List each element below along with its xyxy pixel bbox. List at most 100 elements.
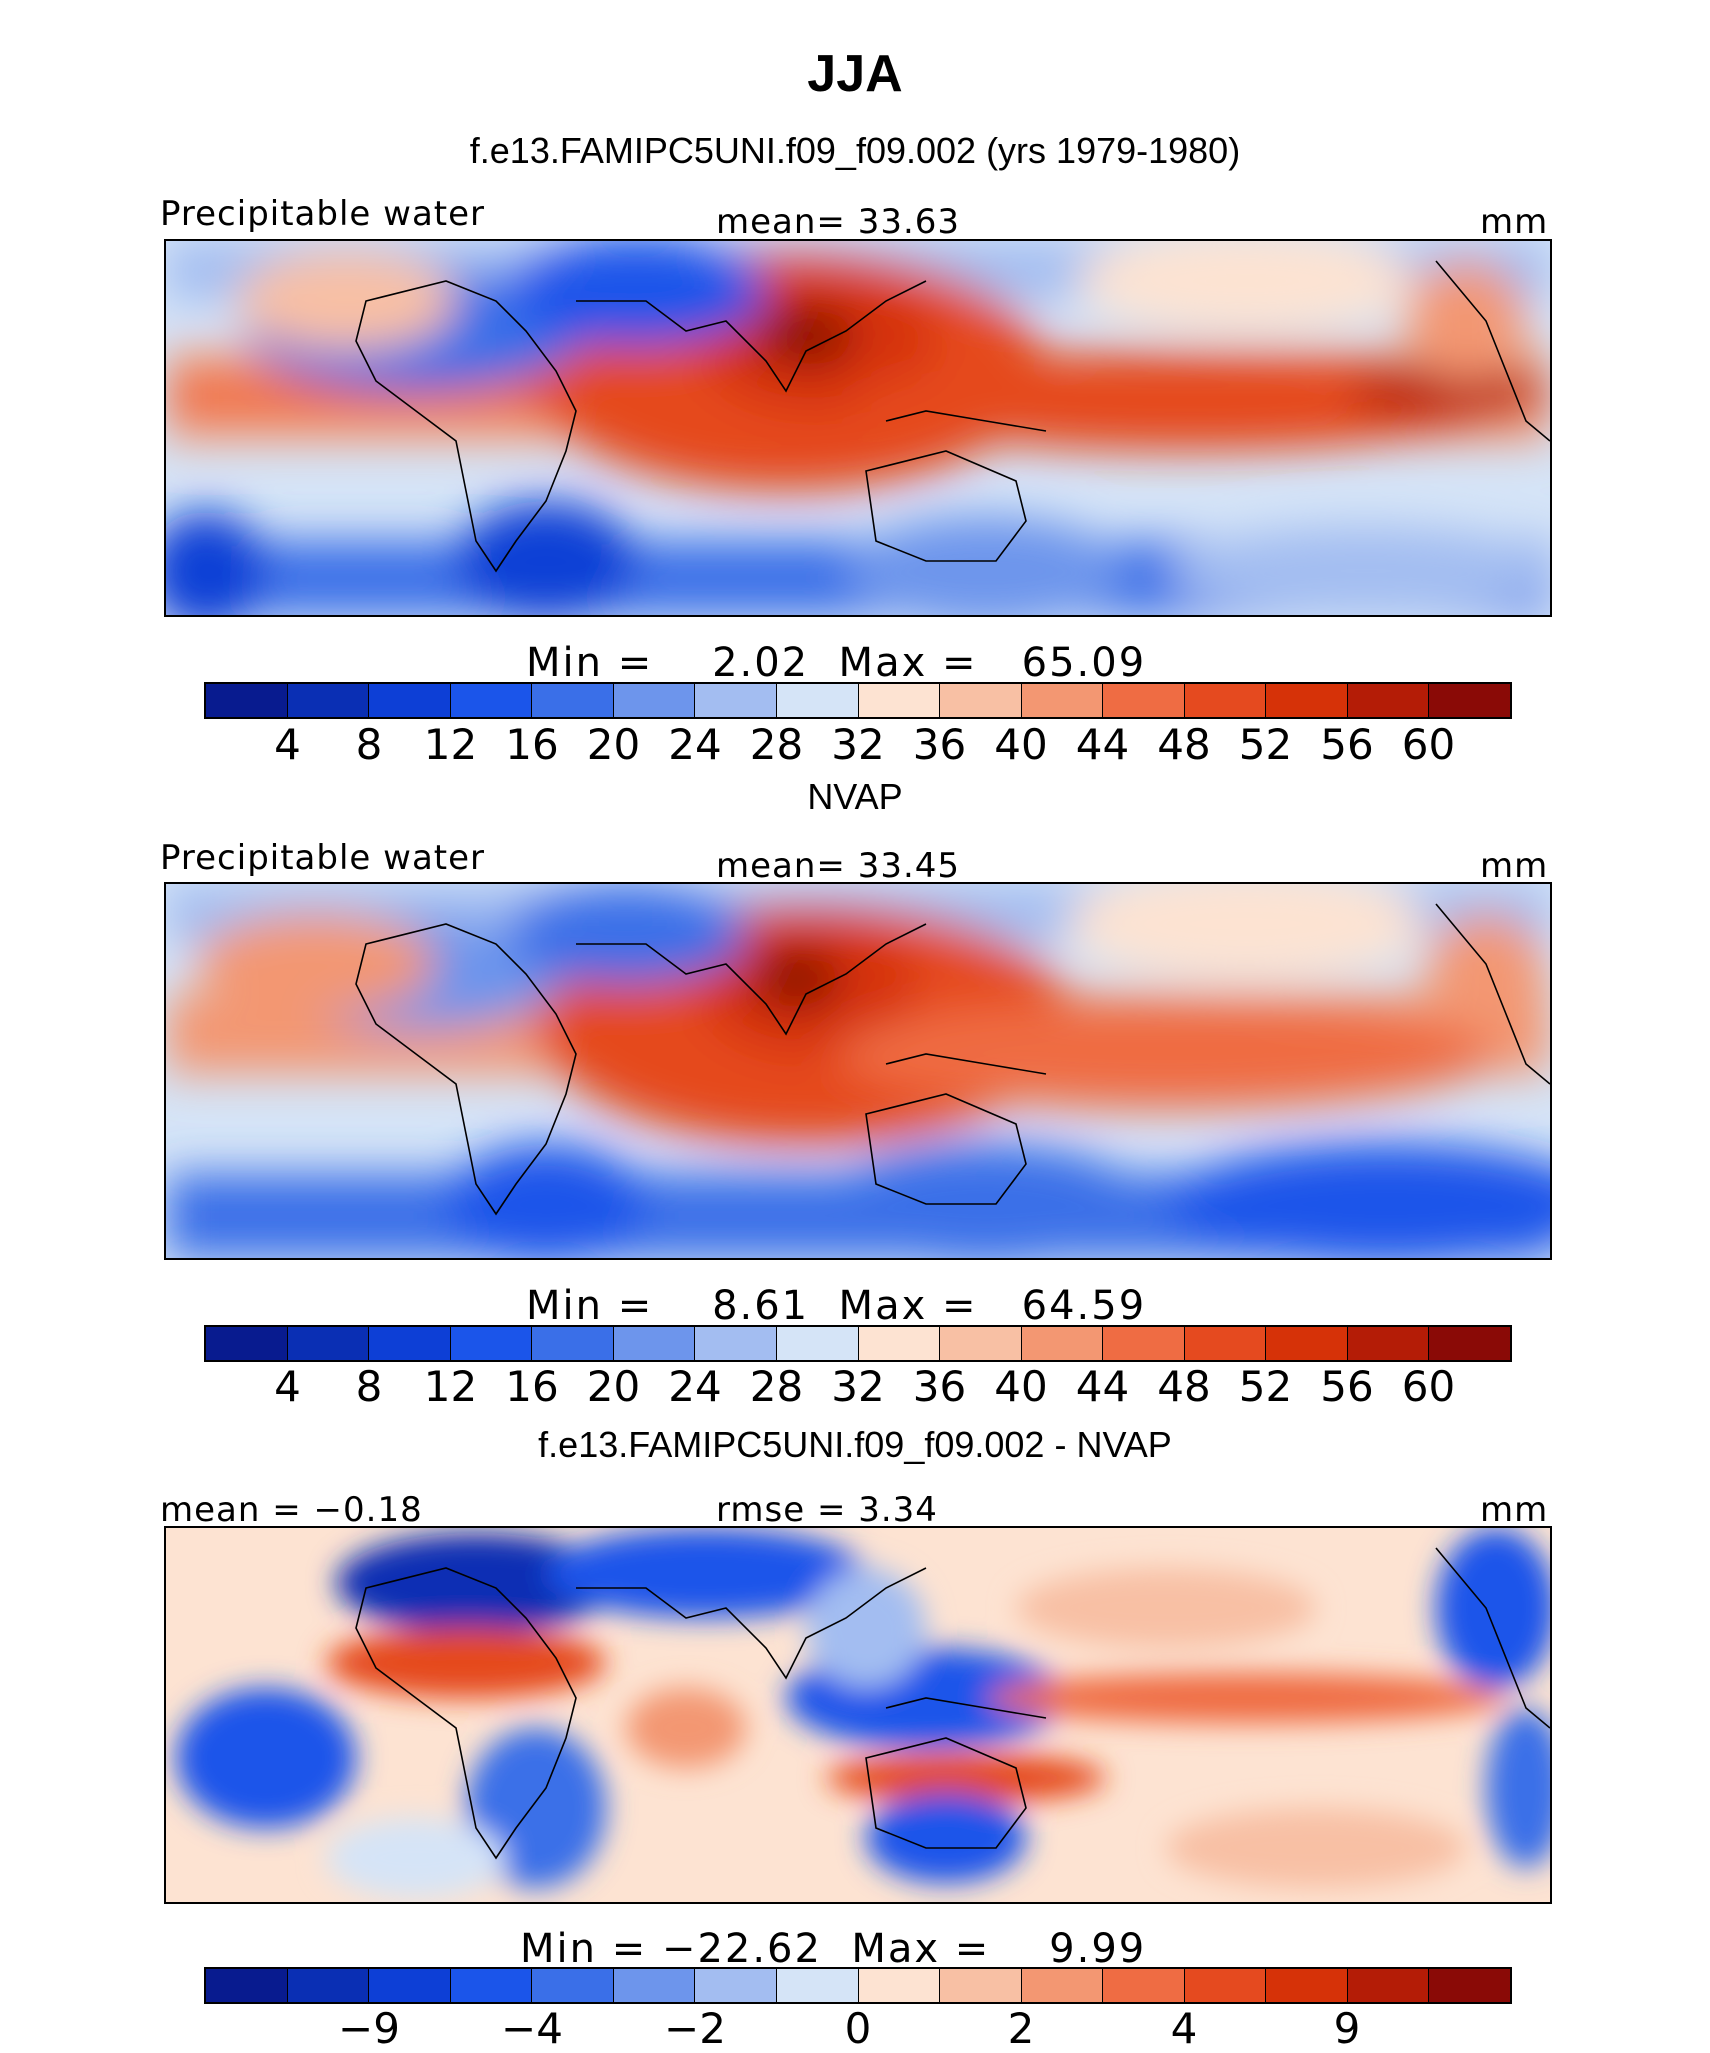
panel-1-mean-label: mean= 33.63 xyxy=(716,202,961,242)
panel-3-subtitle: f.e13.FAMIPC5UNI.f09_f09.002 - NVAP xyxy=(538,1424,1172,1465)
colorbar-tick-label: 36 xyxy=(912,1362,967,1411)
colorbar-swatch xyxy=(532,1969,614,2002)
colorbar-tick-label: 9 xyxy=(1333,2004,1361,2053)
colorbar-tick-label: 4 xyxy=(274,720,301,769)
colorbar-swatch xyxy=(1184,684,1267,717)
panel-3-map xyxy=(164,1526,1552,1904)
colorbar-tick-label: 16 xyxy=(505,720,559,769)
colorbar-swatch xyxy=(532,684,614,717)
colorbar-swatch xyxy=(450,1327,533,1360)
colorbar-swatch xyxy=(369,1327,451,1360)
colorbar-swatch xyxy=(1021,1327,1104,1360)
colorbar-swatch xyxy=(613,684,696,717)
panel-3-units-label: mm xyxy=(1480,1490,1549,1530)
colorbar-swatch xyxy=(287,684,370,717)
colorbar-swatch xyxy=(776,1327,859,1360)
panel-1-field xyxy=(166,241,1550,615)
colorbar-swatch xyxy=(1266,1327,1348,1360)
colorbar-swatch xyxy=(287,1327,370,1360)
panel-2-variable-label: Precipitable water xyxy=(160,838,486,878)
colorbar-tick-label: 32 xyxy=(831,720,885,769)
panel-1-colorbar-ticks: 4 8 12 16 20 24 28 32 36 40 44 48 52 56 60 xyxy=(0,720,1710,770)
colorbar-tick-label: 52 xyxy=(1238,1362,1293,1411)
colorbar-tick-label: 44 xyxy=(1075,720,1130,769)
colorbar-swatch xyxy=(532,1327,614,1360)
colorbar-swatch xyxy=(1103,684,1185,717)
colorbar-tick-label: 60 xyxy=(1401,1362,1456,1411)
colorbar-tick-label: 28 xyxy=(749,720,804,769)
panel-2-minmax: Min = 8.61 Max = 64.59 xyxy=(526,1283,1147,1329)
colorbar-tick-label: 48 xyxy=(1157,1362,1211,1411)
colorbar-tick-label: 56 xyxy=(1320,720,1374,769)
colorbar-swatch xyxy=(206,1969,288,2002)
colorbar-tick-label: 8 xyxy=(355,1362,383,1411)
panel-2-colorbar-ticks: 4 8 12 16 20 24 28 32 36 40 44 48 52 56 60 xyxy=(0,1362,1710,1412)
colorbar-swatch xyxy=(1103,1969,1185,2002)
panel-3-field xyxy=(166,1528,1550,1902)
colorbar-swatch xyxy=(369,684,451,717)
colorbar-tick-label: 48 xyxy=(1157,720,1211,769)
colorbar-tick-label: 20 xyxy=(586,720,641,769)
colorbar-swatch xyxy=(613,1969,696,2002)
panel-1-subtitle: f.e13.FAMIPC5UNI.f09_f09.002 (yrs 1979-1… xyxy=(469,130,1241,171)
colorbar-tick-label: 24 xyxy=(668,720,722,769)
colorbar-tick-label: 0 xyxy=(844,2004,872,2053)
colorbar-swatch xyxy=(776,1969,859,2002)
panel-1-minmax: Min = 2.02 Max = 65.09 xyxy=(526,640,1147,686)
colorbar-tick-label: 60 xyxy=(1401,720,1456,769)
colorbar-tick-label: 32 xyxy=(831,1362,885,1411)
colorbar-swatch xyxy=(1347,1327,1430,1360)
colorbar-swatch xyxy=(776,684,859,717)
colorbar-swatch xyxy=(695,1327,777,1360)
colorbar-swatch xyxy=(206,1327,288,1360)
colorbar-swatch xyxy=(695,1969,777,2002)
colorbar-tick-label: 16 xyxy=(505,1362,559,1411)
colorbar-swatch xyxy=(1103,1327,1185,1360)
colorbar-tick-label: 4 xyxy=(1170,2004,1198,2053)
colorbar-swatch xyxy=(1266,684,1348,717)
colorbar-tick-label: 52 xyxy=(1238,720,1293,769)
panel-1-units-label: mm xyxy=(1480,202,1549,242)
colorbar-tick-label: 12 xyxy=(423,720,478,769)
colorbar-swatch xyxy=(1347,1969,1430,2002)
colorbar-swatch xyxy=(1184,1969,1267,2002)
colorbar-tick-label: 24 xyxy=(668,1362,722,1411)
colorbar-swatch xyxy=(287,1969,370,2002)
colorbar-tick-label: −2 xyxy=(664,2004,726,2053)
panel-3-colorbar xyxy=(204,1967,1512,2004)
panel-1-map xyxy=(164,239,1552,617)
colorbar-swatch xyxy=(1021,1969,1104,2002)
colorbar-tick-label: 56 xyxy=(1320,1362,1374,1411)
colorbar-swatch xyxy=(1347,684,1430,717)
colorbar-swatch xyxy=(940,1969,1022,2002)
colorbar-swatch xyxy=(206,684,288,717)
colorbar-swatch xyxy=(450,1969,533,2002)
panel-3-colorbar-ticks: −9 −4 −2 0 2 4 9 xyxy=(0,2004,1710,2053)
colorbar-tick-label: 44 xyxy=(1075,1362,1130,1411)
colorbar-tick-label: 2 xyxy=(1007,2004,1035,2053)
colorbar-tick-label: 20 xyxy=(586,1362,641,1411)
colorbar-swatch xyxy=(858,1327,941,1360)
colorbar-swatch xyxy=(369,1969,451,2002)
colorbar-swatch xyxy=(940,1327,1022,1360)
colorbar-swatch xyxy=(1021,684,1104,717)
panel-2-map xyxy=(164,882,1552,1260)
colorbar-swatch xyxy=(695,684,777,717)
colorbar-swatch xyxy=(450,684,533,717)
panel-2-mean-label: mean= 33.45 xyxy=(716,846,961,886)
panel-3-minmax: Min = −22.62 Max = 9.99 xyxy=(520,1926,1147,1972)
colorbar-swatch xyxy=(858,684,941,717)
colorbar-swatch xyxy=(1184,1327,1267,1360)
panel-1-variable-label: Precipitable water xyxy=(160,194,486,234)
colorbar-tick-label: −4 xyxy=(501,2004,563,2053)
colorbar-swatch xyxy=(613,1327,696,1360)
colorbar-swatch xyxy=(858,1969,941,2002)
colorbar-swatch xyxy=(1429,684,1510,717)
colorbar-tick-label: −9 xyxy=(338,2004,400,2053)
colorbar-swatch xyxy=(940,684,1022,717)
panel-2-subtitle: NVAP xyxy=(807,776,903,817)
colorbar-swatch xyxy=(1266,1969,1348,2002)
colorbar-tick-label: 36 xyxy=(912,720,967,769)
colorbar-tick-label: 12 xyxy=(423,1362,478,1411)
panel-3-rmse-label: rmse = 3.34 xyxy=(716,1490,938,1530)
